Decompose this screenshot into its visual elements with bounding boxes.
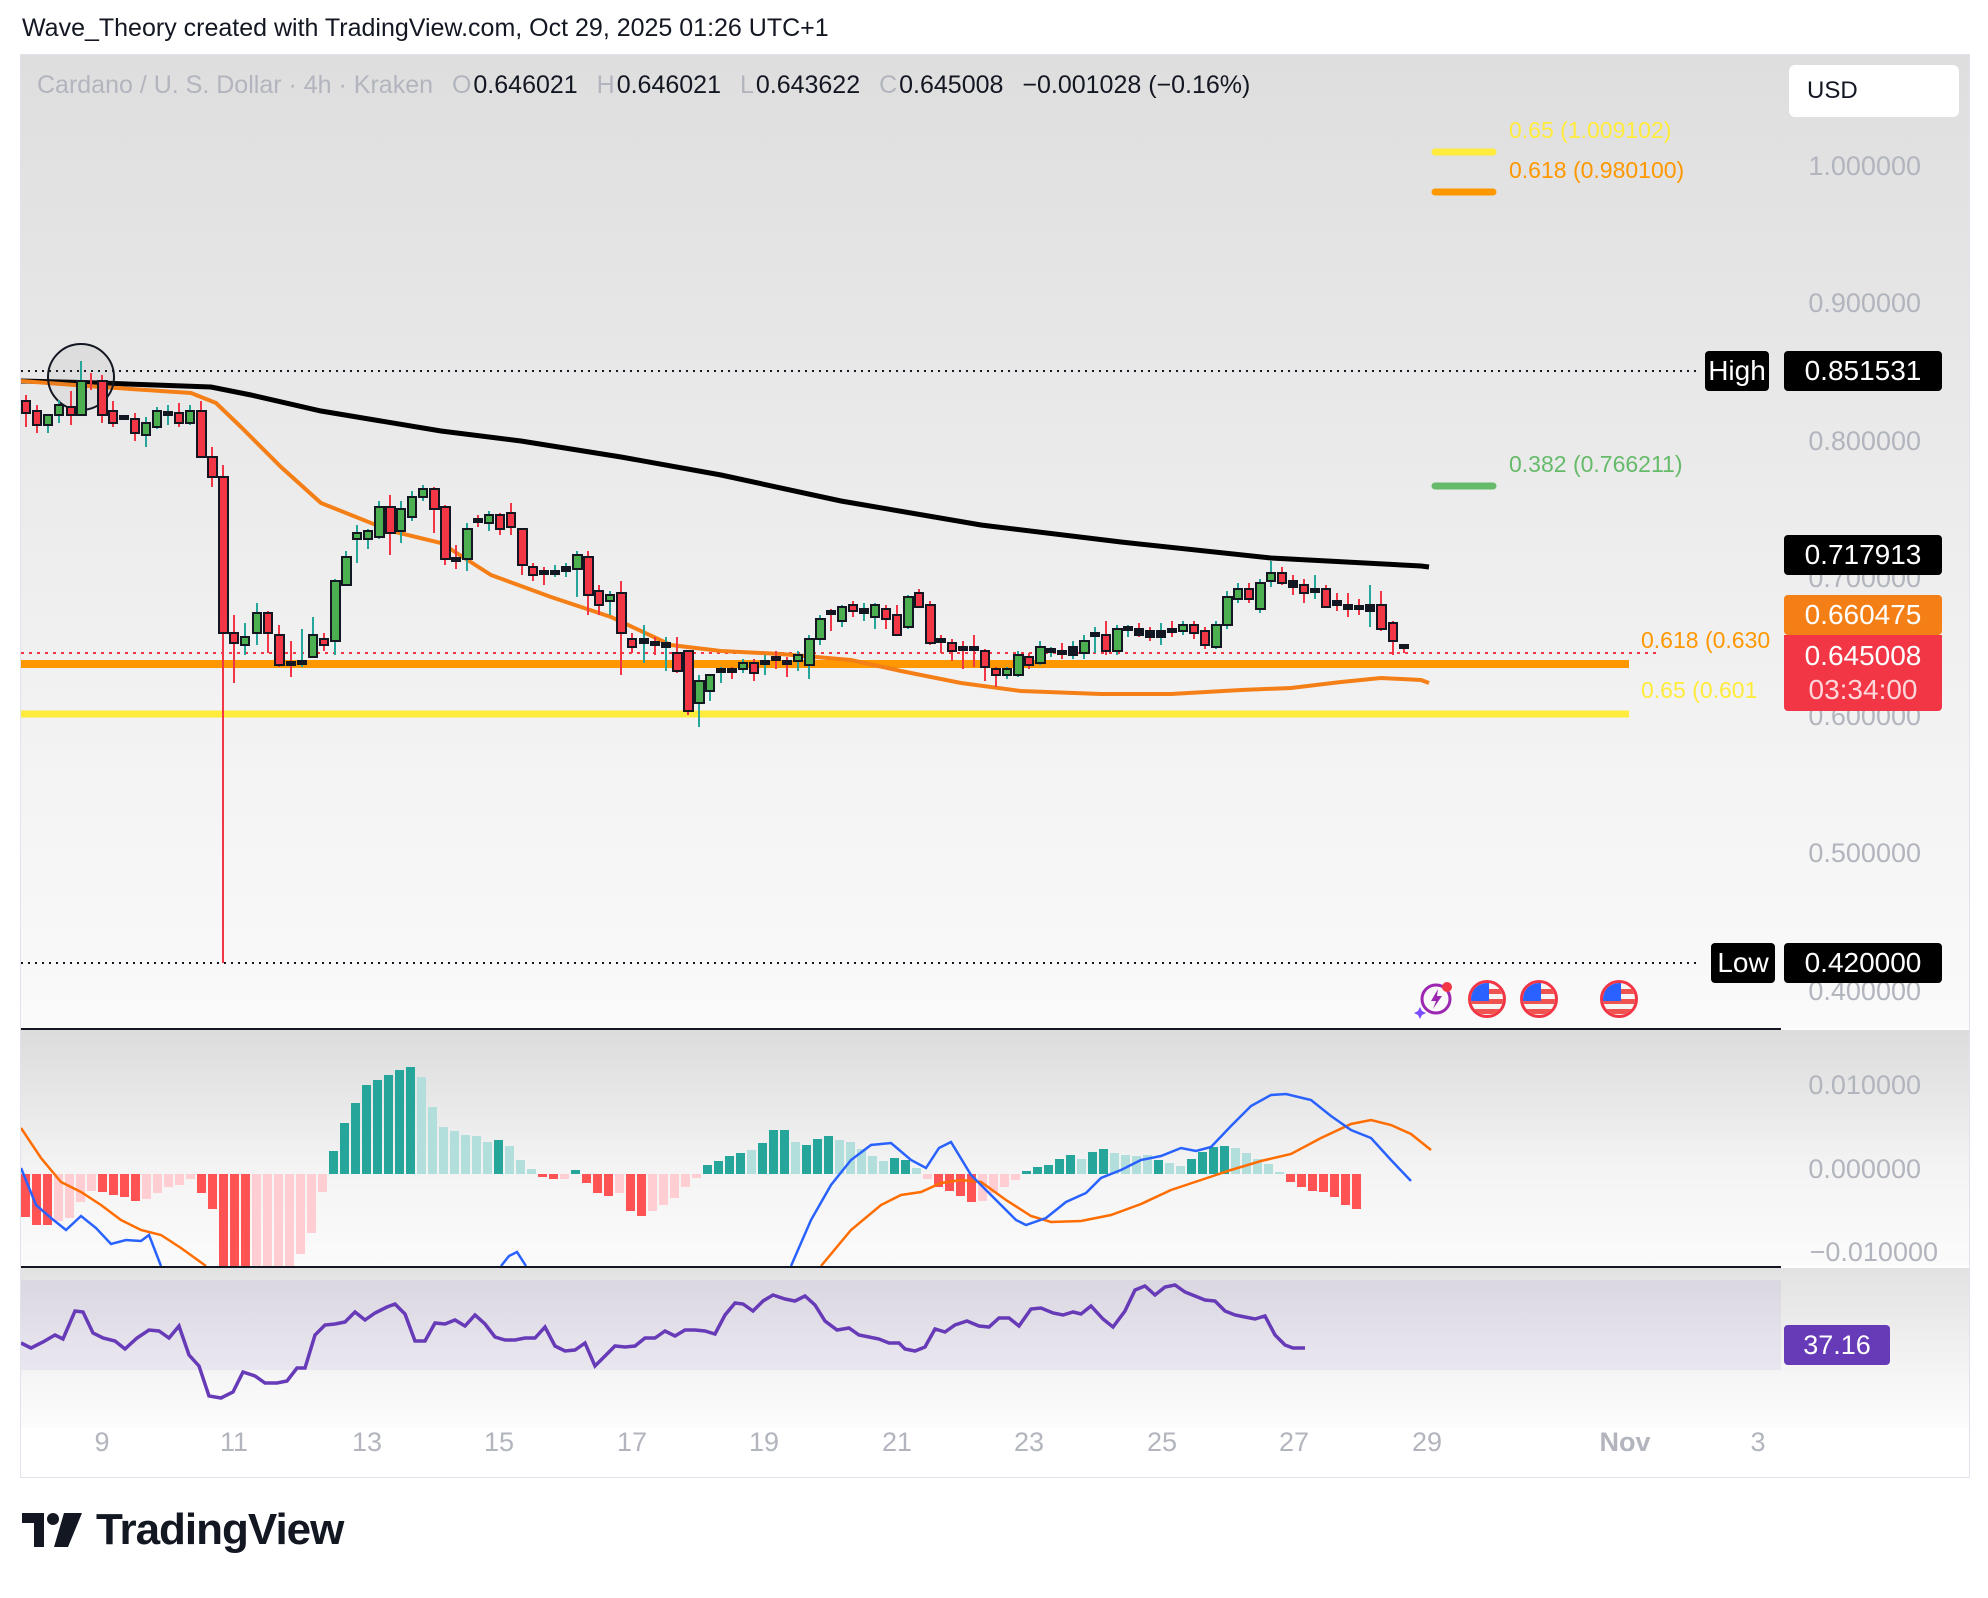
- currency-button[interactable]: USD: [1789, 65, 1959, 117]
- macd-chart-svg: [21, 1067, 1432, 1266]
- fib-065-low-label: 0.65 (0.601: [1641, 677, 1758, 703]
- us-economic-event-icon[interactable]: [1468, 980, 1506, 1018]
- candle-countdown: 03:34:00: [1808, 674, 1918, 705]
- macd-signal-line: [21, 1127, 207, 1266]
- rsi-value-tag: 37.16: [1784, 1325, 1890, 1365]
- x-axis-label: 3: [1750, 1427, 1766, 1457]
- symbol-legend: Cardano / U. S. Dollar · 4h · Kraken O0.…: [37, 71, 1251, 99]
- pane-divider[interactable]: [21, 1266, 1781, 1268]
- rsi-pane[interactable]: 37.16: [21, 1268, 1969, 1428]
- price-axis-label: 0.900000: [1808, 288, 1921, 318]
- ema200-tag: 0.717913: [1784, 535, 1942, 575]
- event-icons: [1414, 979, 1638, 1019]
- x-axis-label: 11: [219, 1427, 249, 1457]
- symbol-title: Cardano / U. S. Dollar · 4h · Kraken: [37, 71, 433, 99]
- candles: [21, 361, 1409, 963]
- fib-0618-top-label: 0.618 (0.980100): [1509, 157, 1685, 183]
- fib-0382-label: 0.382 (0.766211): [1509, 451, 1683, 477]
- chart-panel[interactable]: Cardano / U. S. Dollar · 4h · Kraken O0.…: [20, 54, 1970, 1478]
- ema200-line: [21, 378, 1430, 570]
- pane-divider[interactable]: [21, 1028, 1781, 1030]
- tradingview-logo-icon: [22, 1513, 82, 1547]
- low-tag-value: 0.420000: [1784, 943, 1942, 983]
- ema50-line: [21, 379, 1430, 696]
- x-axis-label-month: Nov: [1599, 1427, 1651, 1457]
- fib-065-top-label: 0.65 (1.009102): [1509, 117, 1672, 143]
- open-value: 0.646021: [473, 71, 578, 99]
- x-axis-label: 29: [1411, 1427, 1443, 1457]
- last-price-tag: 0.645008 03:34:00: [1784, 635, 1942, 711]
- x-axis-label: 23: [1013, 1427, 1045, 1457]
- close-value: 0.645008: [899, 71, 1004, 99]
- high-tag-value: 0.851531: [1784, 351, 1942, 391]
- macd-line: [500, 1250, 528, 1266]
- ema50-tag: 0.660475: [1784, 595, 1942, 635]
- macd-line: [21, 1167, 163, 1266]
- x-axis-label: 13: [351, 1427, 383, 1457]
- macd-axis-label: 0.010000: [1808, 1070, 1921, 1100]
- price-chart-svg: [21, 148, 1701, 964]
- x-axis-label: 25: [1146, 1427, 1178, 1457]
- macd-axis-label: 0.000000: [1808, 1154, 1921, 1184]
- brand-name: TradingView: [96, 1505, 344, 1554]
- low-value: 0.643622: [755, 71, 861, 99]
- author-credit: Wave_Theory created with TradingView.com…: [22, 14, 829, 42]
- us-economic-event-icon[interactable]: [1520, 980, 1558, 1018]
- price-pane[interactable]: Cardano / U. S. Dollar · 4h · Kraken O0.…: [21, 55, 1969, 1028]
- macd-pane[interactable]: 0.010000 0.000000 −0.010000: [21, 1030, 1969, 1267]
- high-value: 0.646021: [616, 71, 721, 99]
- x-axis-label: 15: [483, 1427, 515, 1457]
- low-tag-label: Low: [1711, 943, 1775, 983]
- last-price-value: 0.645008: [1804, 640, 1922, 671]
- rsi-band: [21, 1280, 1781, 1370]
- change-value: −0.001028 (−0.16%): [1022, 71, 1251, 99]
- x-axis-label: 27: [1278, 1427, 1310, 1457]
- fib-0618-low-label: 0.618 (0.630: [1641, 627, 1771, 653]
- high-tag-label: High: [1705, 351, 1769, 391]
- macd-histogram: [21, 1067, 1361, 1266]
- macd-line: [789, 1092, 1412, 1266]
- rsi-chart-svg: [21, 1283, 1305, 1400]
- price-axis-label: 0.500000: [1808, 838, 1921, 868]
- price-axis-label: 1.000000: [1808, 151, 1921, 181]
- lightning-event-icon[interactable]: [1414, 979, 1454, 1019]
- tradingview-logo[interactable]: TradingView: [22, 1505, 344, 1555]
- x-axis-label: 21: [881, 1427, 913, 1457]
- rsi-line: [21, 1283, 1305, 1400]
- price-axis-label: 0.800000: [1808, 426, 1921, 456]
- us-economic-event-icon[interactable]: [1600, 980, 1638, 1018]
- macd-axis-label: −0.010000: [1809, 1237, 1938, 1267]
- x-axis-label: 9: [94, 1427, 110, 1457]
- macd-signal-line: [820, 1118, 1432, 1266]
- x-axis-label: 19: [748, 1427, 780, 1457]
- x-axis-label: 17: [616, 1427, 648, 1457]
